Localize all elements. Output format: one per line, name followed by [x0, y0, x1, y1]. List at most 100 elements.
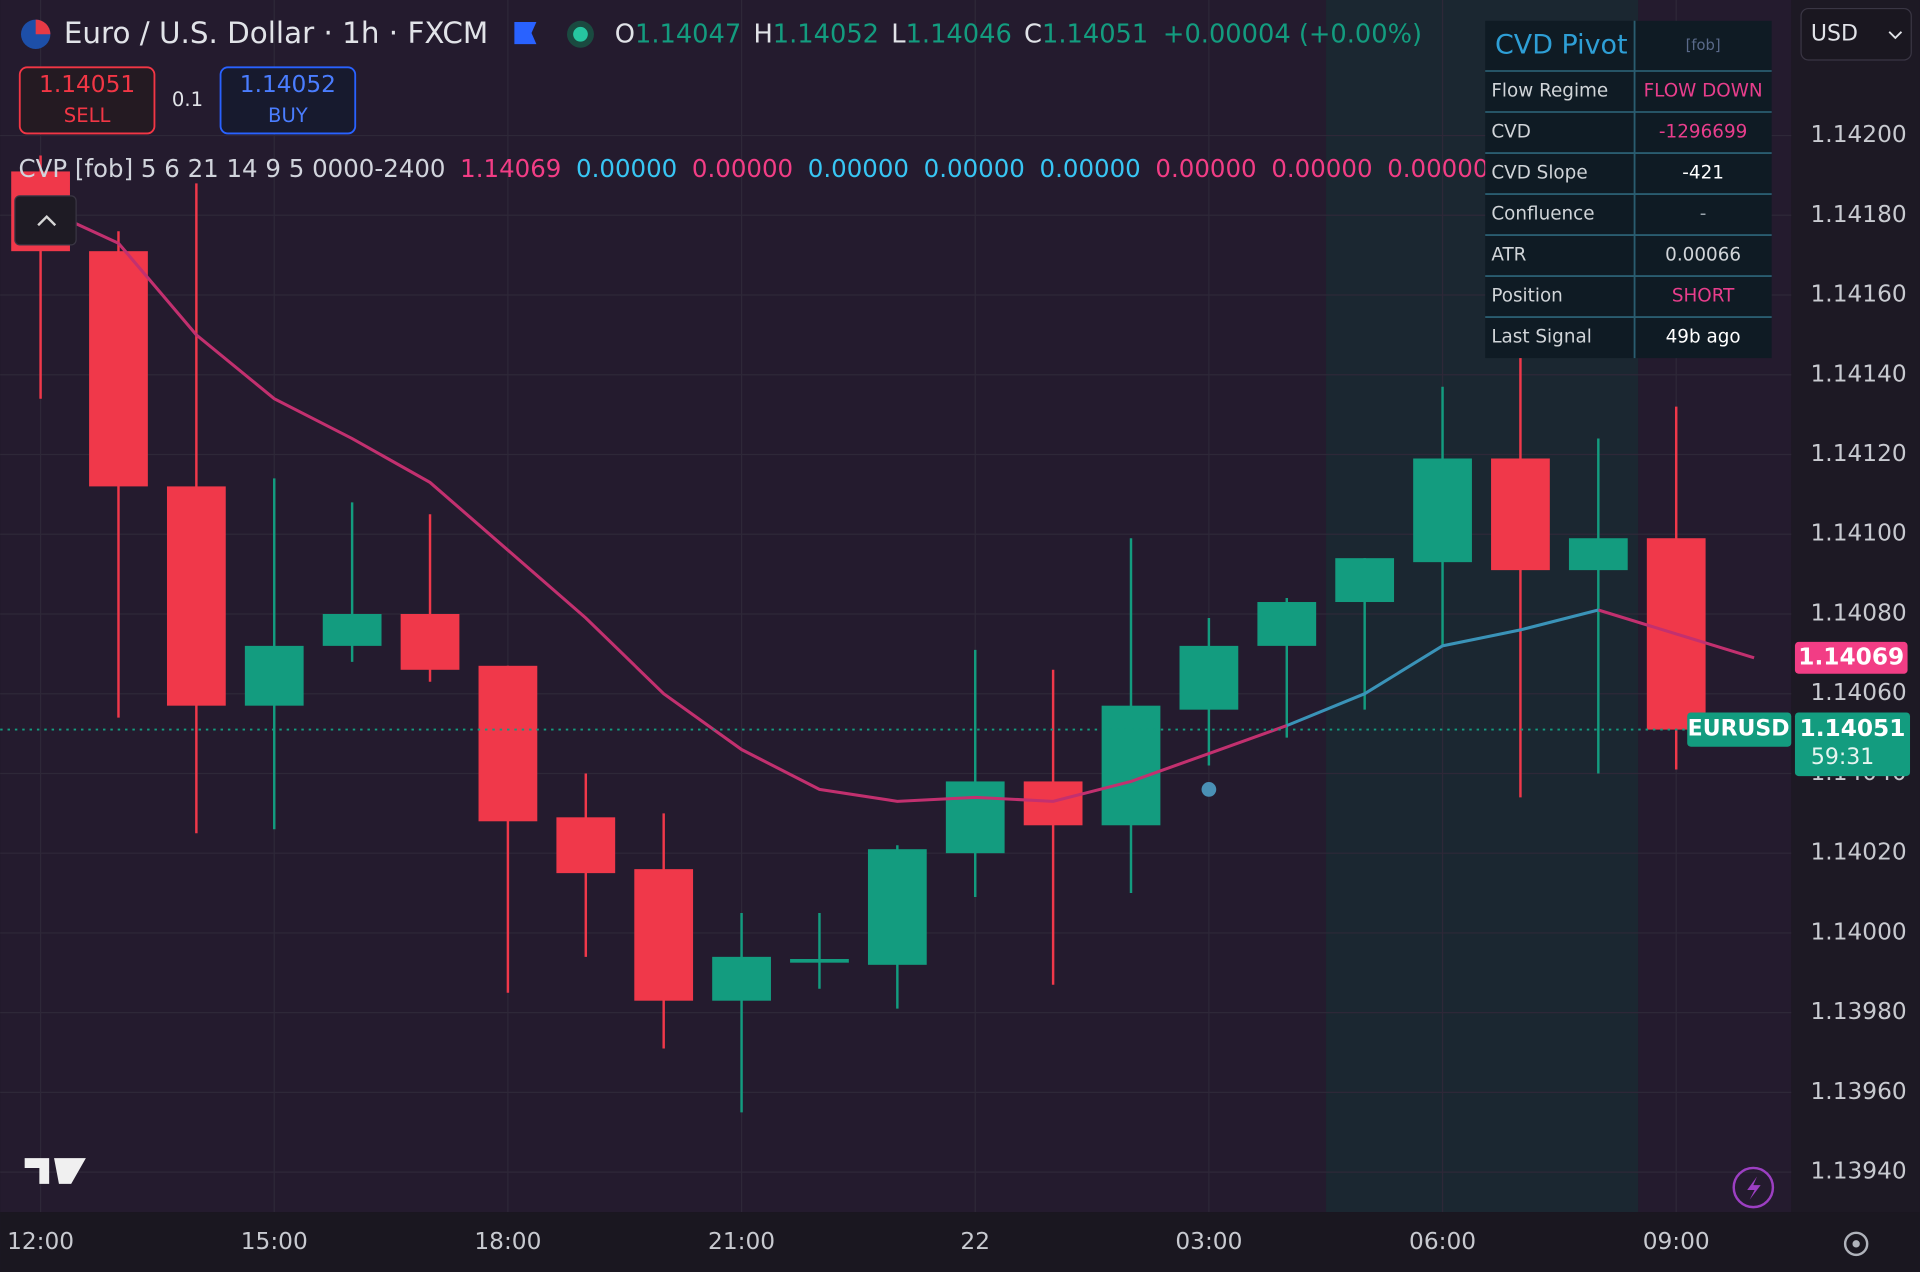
x-tick-label: 22	[960, 1228, 990, 1255]
candle-body	[556, 817, 616, 874]
y-tick-label: 1.14140	[1811, 360, 1907, 387]
indicator-badge-label: 1.14069	[1798, 643, 1904, 670]
ohlc-value: 1.14047	[635, 19, 741, 49]
table-value: -	[1700, 204, 1707, 225]
plot	[0, 0, 1792, 1213]
indicator-line	[1597, 608, 1755, 660]
symbol-badge-label: EURUSD	[1688, 717, 1790, 742]
symbol-flag	[35, 19, 51, 35]
sell-label: SELL	[64, 104, 111, 127]
ohlc-label: O	[615, 19, 635, 49]
table-value: SHORT	[1672, 286, 1735, 307]
settings-button[interactable]	[1843, 1231, 1869, 1257]
buy-label: BUY	[268, 104, 308, 127]
flag-icon[interactable]	[514, 22, 537, 45]
y-tick-label: 1.14080	[1811, 599, 1907, 626]
sell-button[interactable]	[18, 66, 156, 135]
time-axis-bg	[0, 1212, 1920, 1272]
candle-body	[1023, 781, 1083, 826]
price-axis-bg	[1791, 0, 1920, 1213]
y-tick-label: 1.14020	[1811, 839, 1907, 866]
table-value: FLOW DOWN	[1644, 81, 1763, 102]
indicator-value: 0.00000	[924, 154, 1025, 183]
indicator-value: 0.00000	[692, 154, 793, 183]
currency-button[interactable]	[1800, 7, 1912, 61]
countdown-label: 59:31	[1811, 745, 1874, 770]
x-tick-label: 06:00	[1409, 1228, 1476, 1255]
candle-body	[1568, 538, 1628, 571]
lightning-icon	[1747, 1176, 1761, 1200]
ohlc-label: C	[1024, 19, 1042, 49]
ohlc: O1.14047 H1.14052 L1.14046 C1.14051 +0.00004…	[615, 19, 1422, 49]
ohlc-value: 1.14046	[906, 19, 1012, 49]
candle-body	[1179, 645, 1239, 710]
y-tick-label: 1.14160	[1811, 281, 1907, 308]
indicator-value: 0.00000	[808, 154, 909, 183]
x-tick-label: 09:00	[1643, 1228, 1710, 1255]
candle-body	[945, 781, 1005, 854]
sell-price: 1.14051	[39, 71, 135, 98]
indicator-line	[39, 205, 1288, 803]
candle-body	[1491, 458, 1550, 571]
indicator-value: 0.00000	[1040, 154, 1141, 183]
indicator-value: 0.00000	[576, 154, 677, 183]
x-tick-label: 18:00	[474, 1228, 541, 1255]
y-tick-label: 1.14180	[1811, 201, 1907, 228]
indicator-value: 0.00000	[1155, 154, 1256, 183]
candle-body	[322, 613, 382, 646]
candle-body	[166, 486, 226, 706]
table-label: ATR	[1491, 245, 1526, 266]
table-label: Position	[1491, 286, 1562, 307]
y-tick-label: 1.14120	[1811, 440, 1907, 467]
table-label: Flow Regime	[1491, 81, 1608, 102]
settings-icon	[1852, 1240, 1860, 1248]
ohlc-label: L	[891, 19, 906, 49]
x-tick-label: 12:00	[7, 1228, 74, 1255]
table-tag: [fob]	[1686, 37, 1721, 54]
y-tick-label: 1.14200	[1811, 121, 1907, 148]
table-value: 0.00066	[1665, 245, 1741, 266]
lightning-button[interactable]	[1732, 1166, 1775, 1209]
y-tick-label: 1.13980	[1811, 998, 1907, 1025]
indicator-line	[1286, 608, 1599, 728]
candle-body	[634, 869, 694, 1001]
x-tick-label: 21:00	[708, 1228, 775, 1255]
y-tick-label: 1.14000	[1811, 918, 1907, 945]
candle-body	[867, 849, 927, 965]
y-tick-label: 1.14060	[1811, 679, 1907, 706]
signal-dot	[1201, 782, 1217, 797]
table-label: CVD	[1491, 122, 1531, 143]
table-value: 49b ago	[1666, 327, 1741, 348]
buy-button[interactable]	[219, 66, 357, 135]
candle-body	[478, 665, 538, 822]
indicator-name: CVP [fob] 5 6 21 14 9 5 0000-2400	[19, 154, 446, 183]
table-bg	[1485, 20, 1772, 359]
cvd-table: CVD Pivot [fob] Flow Regime FLOW DOWN CVD -12…	[1485, 20, 1772, 359]
candle-body	[89, 251, 148, 487]
candle-body	[1101, 705, 1161, 826]
ohlc-value: 1.14052	[773, 19, 879, 49]
table-label: Last Signal	[1491, 327, 1591, 348]
symbol-badge	[1687, 712, 1792, 747]
candle-body	[400, 613, 460, 670]
buy-price: 1.14052	[240, 71, 336, 98]
candle-body	[1257, 602, 1317, 646]
ohlc-change: +0.00004 (+0.00%)	[1163, 19, 1422, 49]
symbol-title: Euro / U.S. Dollar · 1h · FXCM	[64, 16, 488, 50]
logo	[58, 1159, 69, 1170]
table-title: CVD Pivot	[1495, 29, 1628, 60]
table-value: -1296699	[1659, 122, 1747, 143]
quantity[interactable]: 0.1	[172, 88, 203, 111]
last-price-label: 1.14051	[1800, 715, 1906, 742]
indicator-value: 0.00000	[1387, 154, 1488, 183]
collapse-button[interactable]	[14, 195, 77, 246]
ohlc-value: 1.14051	[1042, 19, 1148, 49]
indicator-legend: CVP [fob] 5 6 21 14 9 5 0000-2400 1.14069…	[19, 154, 1489, 183]
logo[interactable]	[24, 1158, 86, 1184]
candle-body	[244, 645, 304, 706]
dropdown-icon	[1888, 31, 1903, 40]
ohlc-label: H	[753, 19, 772, 49]
candle-body	[1335, 558, 1395, 603]
x-tick-label: 15:00	[241, 1228, 308, 1255]
